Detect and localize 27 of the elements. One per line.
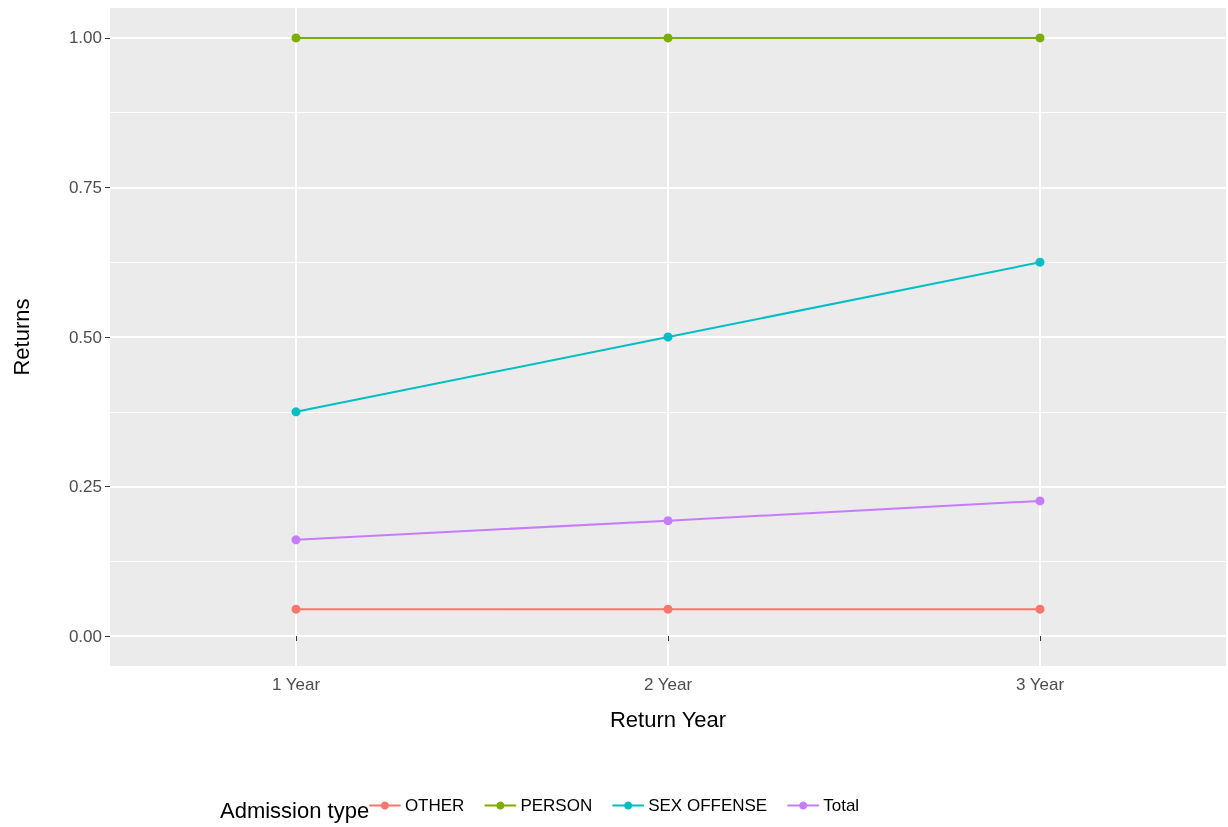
- x-tick-label: 3 Year: [1015, 675, 1065, 694]
- point: [1035, 604, 1045, 614]
- y-tick-label: 0.25: [68, 477, 102, 497]
- y-tick-label: 1.00: [68, 28, 102, 48]
- x-tick-label: 2 Year: [643, 675, 693, 694]
- y-tick-label: 0.75: [68, 177, 102, 197]
- legend-title: Admission type: [220, 797, 370, 823]
- legend-label: SEX OFFENSE: [648, 796, 768, 815]
- point: [663, 516, 673, 526]
- legend-label: Total: [823, 796, 860, 815]
- point: [1035, 33, 1045, 43]
- y-axis-title: Returns: [8, 298, 34, 376]
- x-axis-title: Return Year: [609, 706, 727, 732]
- legend-label: PERSON: [520, 796, 593, 815]
- point: [663, 332, 673, 342]
- legend-label: OTHER: [404, 796, 465, 815]
- point: [291, 407, 301, 417]
- point: [663, 604, 673, 614]
- y-tick-label: 0.00: [68, 626, 102, 646]
- point: [663, 33, 673, 43]
- point: [1035, 496, 1045, 506]
- point: [291, 535, 301, 545]
- point: [1035, 257, 1045, 267]
- point: [291, 604, 301, 614]
- y-tick-label: 0.50: [68, 327, 102, 347]
- x-tick-label: 1 Year: [271, 675, 321, 694]
- point: [291, 33, 301, 43]
